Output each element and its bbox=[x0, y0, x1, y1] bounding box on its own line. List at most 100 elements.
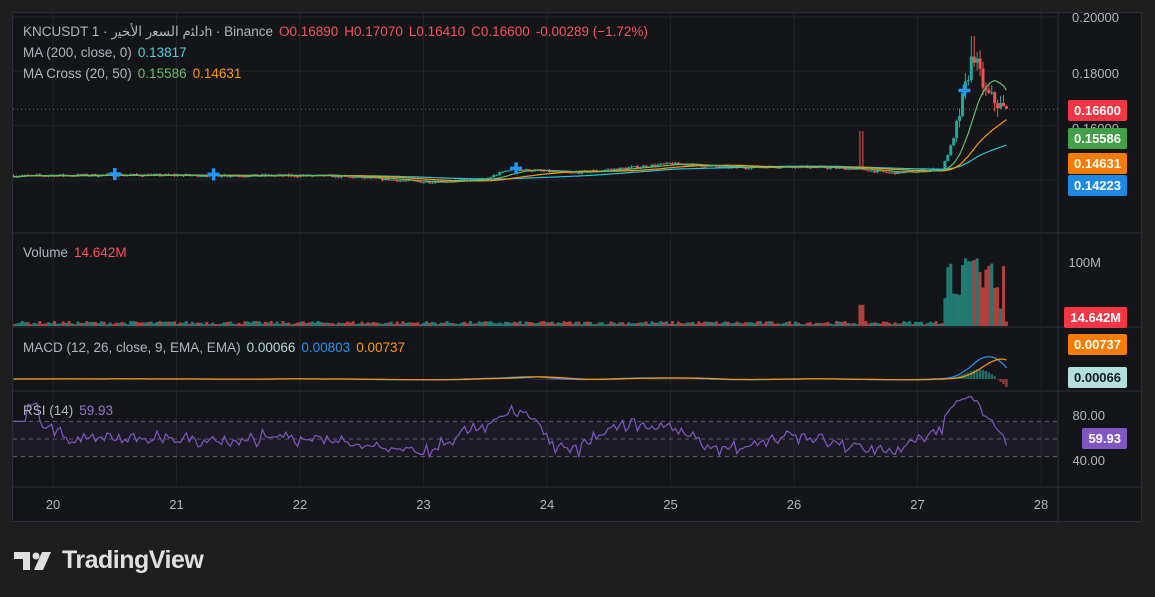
volume-bar-5 bbox=[26, 322, 30, 326]
volume-bar-271 bbox=[805, 322, 809, 326]
volume-bar-71 bbox=[219, 323, 223, 326]
chart-canvas[interactable] bbox=[13, 13, 1143, 523]
candle-body-122 bbox=[369, 177, 373, 179]
symbol-title[interactable]: KNCUSDT 1 · ﺩﺍﺌﻡ ﺍﻟﺴﻌﺭ ﺍﻷﺨﻴﺭh · Binance bbox=[23, 24, 273, 39]
macross-legend[interactable]: MA Cross (20, 50) 0.15586 0.14631 bbox=[23, 66, 247, 81]
volume-bar-117 bbox=[354, 323, 358, 326]
candle-body-296 bbox=[878, 170, 882, 172]
volume-bar-211 bbox=[630, 323, 634, 326]
volume-bar-236 bbox=[703, 321, 707, 326]
candle-body-120 bbox=[363, 177, 367, 179]
volume-bar-269 bbox=[799, 324, 803, 326]
volume-bar-238 bbox=[709, 321, 713, 326]
volume-bar-26 bbox=[88, 322, 92, 326]
macd-hist-bar-226 bbox=[674, 378, 677, 380]
rsi-legend[interactable]: RSI (14) 59.93 bbox=[23, 403, 119, 418]
volume-bar-3 bbox=[20, 320, 24, 326]
ma200-legend[interactable]: MA (200, close, 0) 0.13817 bbox=[23, 45, 193, 60]
volume-bar-307 bbox=[911, 324, 915, 326]
volume-bar-204 bbox=[609, 321, 613, 326]
volume-bar-76 bbox=[234, 324, 238, 326]
volume-bar-92 bbox=[281, 320, 285, 326]
volume-bar-237 bbox=[706, 321, 710, 326]
macd-legend[interactable]: MACD (12, 26, close, 9, EMA, EMA) 0.00066… bbox=[23, 340, 411, 355]
candle-body-177 bbox=[530, 171, 534, 173]
time-label-24: 24 bbox=[539, 497, 555, 512]
macd-hist-bar-214 bbox=[639, 378, 642, 380]
candle-body-186 bbox=[556, 171, 560, 173]
volume-bar-286 bbox=[849, 323, 853, 326]
volume-bar-201 bbox=[600, 322, 604, 326]
candle-body-138 bbox=[416, 180, 420, 182]
volume-legend[interactable]: Volume 14.642M bbox=[23, 245, 133, 260]
macd-hist-bar-222 bbox=[662, 378, 665, 380]
volume-bar-49 bbox=[155, 321, 159, 326]
volume-bar-191 bbox=[571, 323, 575, 326]
volume-bar-173 bbox=[518, 320, 522, 326]
macd-hist-bar-186 bbox=[557, 379, 560, 380]
candle-body-236 bbox=[703, 166, 707, 168]
candle-body-300 bbox=[890, 172, 894, 174]
price-tag-ma-slow: 0.14631 bbox=[1068, 153, 1127, 174]
candle-body-142 bbox=[427, 181, 431, 183]
macd-hist-bar-178 bbox=[533, 378, 537, 380]
macd-hist-bar-230 bbox=[685, 379, 689, 380]
volume-bar-16 bbox=[58, 323, 62, 326]
volume-bar-266 bbox=[791, 324, 795, 326]
ma-slow-line bbox=[13, 119, 1007, 182]
macd-hist-bar-334 bbox=[990, 374, 993, 379]
volume-bar-239 bbox=[712, 322, 716, 326]
volume-bar-95 bbox=[290, 324, 294, 326]
volume-bar-171 bbox=[512, 321, 516, 326]
macd-line bbox=[13, 356, 1007, 381]
volume-bar-331 bbox=[981, 287, 985, 326]
macd-label: MACD (12, 26, close, 9, EMA, EMA) bbox=[23, 340, 241, 355]
volume-bar-200 bbox=[597, 322, 601, 326]
volume-bar-186 bbox=[556, 322, 560, 326]
volume-bar-222 bbox=[662, 322, 666, 326]
volume-bar-23 bbox=[79, 322, 83, 326]
volume-bar-213 bbox=[635, 323, 639, 326]
candle-body-334 bbox=[990, 92, 994, 94]
candle-body-216 bbox=[644, 165, 648, 167]
volume-bar-299 bbox=[887, 322, 891, 326]
volume-bar-7 bbox=[32, 322, 36, 326]
volume-bar-88 bbox=[269, 320, 273, 326]
candle-body-208 bbox=[621, 167, 625, 169]
volume-bar-328 bbox=[972, 259, 976, 326]
volume-bar-189 bbox=[565, 321, 569, 326]
macd-hist-bar-339 bbox=[1005, 379, 1008, 387]
candle-body-298 bbox=[884, 171, 888, 173]
volume-bar-9 bbox=[38, 321, 42, 326]
volume-bar-136 bbox=[410, 322, 414, 326]
volume-bar-296 bbox=[878, 323, 882, 326]
volume-bar-306 bbox=[908, 321, 912, 326]
volume-bar-309 bbox=[917, 322, 921, 326]
volume-bar-80 bbox=[246, 321, 250, 326]
price-tag-current: 0.16600 bbox=[1068, 100, 1127, 121]
volume-bar-218 bbox=[650, 321, 654, 326]
volume-bar-320 bbox=[949, 263, 953, 326]
candle-body-239 bbox=[712, 165, 716, 167]
candle-body-207 bbox=[618, 167, 622, 170]
rsi-tick-40: 40.00 bbox=[1072, 453, 1105, 468]
ohlc-close: C0.16600 bbox=[471, 24, 530, 39]
macd-hist-bar-174 bbox=[521, 378, 525, 379]
volume-bar-97 bbox=[296, 322, 300, 326]
macd-hist-bar-215 bbox=[642, 378, 645, 380]
volume-bar-19 bbox=[67, 320, 71, 326]
volume-bar-245 bbox=[729, 323, 733, 326]
volume-bar-161 bbox=[483, 321, 487, 326]
volume-bar-138 bbox=[416, 322, 420, 326]
tradingview-logo[interactable]: TradingView bbox=[14, 546, 204, 575]
candle-body-203 bbox=[606, 169, 610, 171]
volume-bar-36 bbox=[117, 323, 121, 326]
volume-bar-190 bbox=[568, 321, 572, 326]
volume-bar-300 bbox=[890, 324, 894, 326]
chart-frame[interactable]: KNCUSDT 1 · ﺩﺍﺌﻡ ﺍﻟﺴﻌﺭ ﺍﻷﺨﻴﺭh · Binance O… bbox=[12, 10, 1143, 523]
volume-bar-188 bbox=[562, 321, 566, 326]
candle-body-110 bbox=[334, 175, 338, 178]
volume-bar-89 bbox=[272, 323, 276, 326]
candle-body-322 bbox=[955, 120, 959, 138]
macd-hist-bar-175 bbox=[524, 378, 528, 379]
